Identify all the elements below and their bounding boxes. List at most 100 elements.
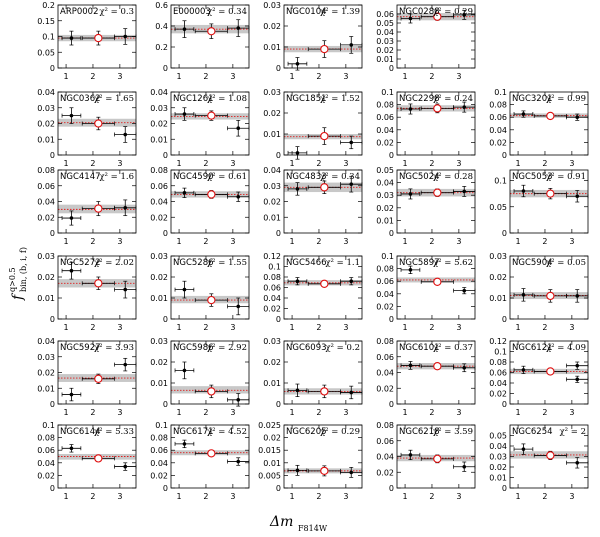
hollow-marker: [207, 295, 216, 305]
x-tick-label: 3: [117, 408, 122, 417]
panel-title: NGC4590: [173, 172, 214, 182]
data-point: [340, 175, 363, 193]
y-tick-label: 0.12: [489, 337, 507, 346]
filled-marker: [123, 464, 128, 469]
y-tick-label: 0.2: [42, 1, 55, 10]
panel-frame: [170, 340, 250, 405]
y-tick-label: 0.06: [263, 284, 281, 293]
data-point: [174, 107, 195, 121]
x-tick-label: 2: [203, 159, 208, 168]
data-point: [61, 210, 82, 226]
panel-title: NGC6101: [399, 343, 440, 353]
x-tick-label: 3: [456, 72, 461, 81]
x-tick-label: 2: [316, 492, 321, 501]
x-tick-label: 3: [343, 492, 348, 501]
filled-marker: [408, 16, 413, 21]
panel-title: E000003: [173, 7, 211, 17]
x-tick-label: 1: [177, 72, 182, 81]
y-tick-label: 0: [50, 315, 55, 324]
filled-marker: [575, 377, 580, 382]
y-tick-label: 0.04: [263, 294, 281, 303]
filled-marker: [521, 293, 526, 297]
x-tick-label: 1: [177, 159, 182, 168]
panel-chi2: χ² = 0.61: [207, 172, 247, 182]
y-tick-label: 0.04: [489, 379, 507, 388]
filled-marker: [123, 34, 128, 39]
x-tick-label: 1: [64, 237, 69, 246]
data-point: [420, 188, 454, 197]
y-tick-label: 0.04: [376, 369, 394, 378]
data-point: [513, 443, 534, 455]
y-tick-label: 0.015: [258, 446, 281, 455]
data-point: [566, 375, 589, 383]
x-tick-label: 2: [429, 323, 434, 332]
data-point: [194, 384, 228, 399]
y-tick-label: 0.02: [150, 358, 168, 367]
x-tick-label: 1: [516, 408, 521, 417]
x-tick-label: 1: [290, 72, 295, 81]
hollow-marker: [320, 279, 329, 288]
panel-chi2: χ² = 2: [560, 427, 587, 437]
x-tick-label: 1: [290, 408, 295, 417]
panel-frame: [509, 255, 589, 320]
panel-frame: [170, 424, 250, 489]
x-tick-label: 1: [290, 159, 295, 168]
data-point: [81, 201, 115, 217]
panel-chi2: χ² = 0.05: [546, 258, 586, 268]
data-point: [227, 297, 250, 316]
filled-marker: [182, 368, 187, 373]
panel-frame: [283, 4, 363, 69]
x-tick-label: 1: [516, 237, 521, 246]
hollow-marker: [207, 387, 216, 396]
y-tick-label: 0.005: [258, 471, 281, 480]
y-tick-label: 0.02: [263, 434, 281, 443]
filled-marker: [69, 392, 74, 397]
panel-title: NGC5272: [60, 258, 101, 268]
filled-marker: [69, 36, 74, 40]
filled-marker: [182, 287, 187, 292]
filled-marker: [408, 107, 413, 111]
data-point: [453, 101, 476, 113]
y-tick-label: 0: [389, 484, 394, 493]
panel-chi2: χ² = 1.55: [207, 258, 247, 268]
data-point: [61, 261, 82, 280]
data-point: [566, 457, 589, 469]
data-point: [287, 182, 308, 196]
x-tick-label: 1: [177, 408, 182, 417]
hollow-marker: [94, 454, 103, 463]
y-tick-label: 0: [163, 151, 168, 160]
panel-chi2: χ² = 4.52: [207, 427, 247, 437]
data-point: [513, 184, 534, 198]
data-point: [61, 387, 82, 402]
y-tick-label: 0.02: [489, 138, 507, 147]
y-tick-label: 0.01: [489, 474, 507, 483]
panel-title: ARP0002: [60, 7, 98, 17]
y-tick-label: 0.06: [376, 437, 394, 446]
x-tick-label: 3: [343, 72, 348, 81]
panel-frame: [509, 169, 589, 234]
hollow-marker: [546, 451, 555, 460]
panel-chi2: χ² = 0.29: [433, 7, 473, 17]
filled-marker: [349, 182, 354, 186]
data-point: [340, 385, 363, 400]
data-point: [81, 30, 115, 46]
y-tick-label: 0.04: [37, 459, 55, 468]
hollow-marker: [546, 189, 555, 198]
y-tick-label: 0.1: [155, 421, 168, 430]
hollow-marker: [207, 27, 216, 36]
panel-chi2: χ² = 0.3: [99, 7, 134, 17]
data-point: [81, 373, 115, 384]
data-point: [61, 444, 82, 453]
y-tick-label: 0.03: [150, 337, 168, 346]
y-tick-label: 0: [276, 315, 281, 324]
data-point: [194, 449, 228, 458]
y-tick-label: 0.03: [150, 252, 168, 261]
y-tick-label: 0.02: [150, 213, 168, 222]
y-tick-label: 0.1: [381, 252, 394, 261]
